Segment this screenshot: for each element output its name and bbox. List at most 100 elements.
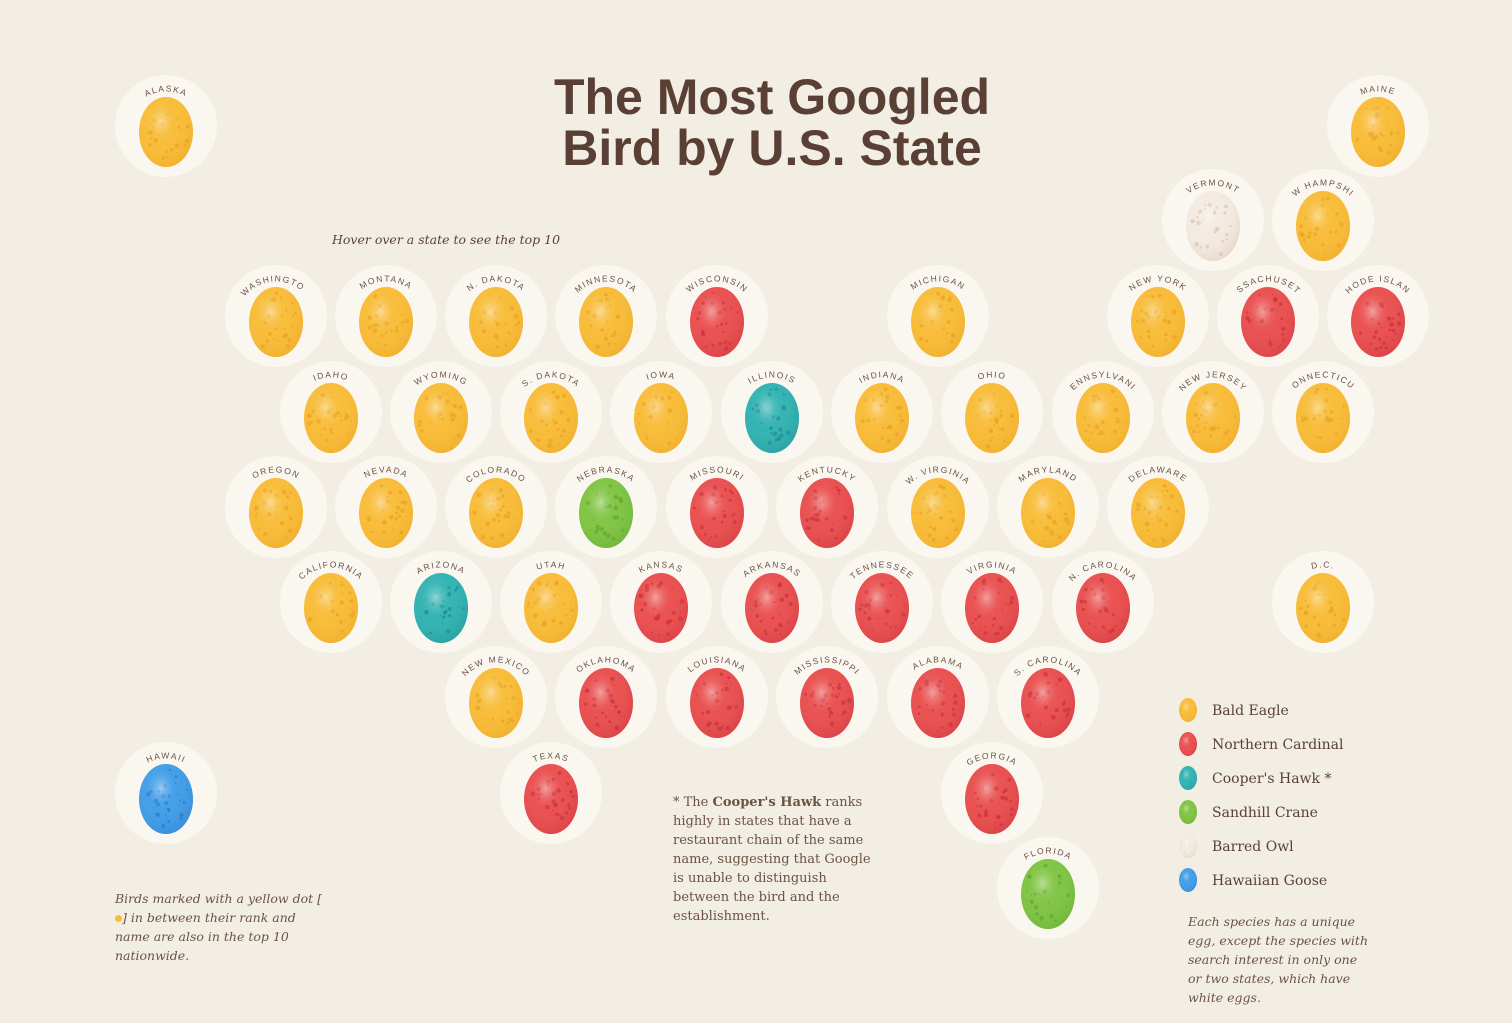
state-tile[interactable]: ILLINOIS <box>721 361 823 463</box>
state-tile[interactable]: MAINE <box>1327 75 1429 177</box>
state-tile[interactable]: NEW YORK <box>1107 265 1209 367</box>
legend-item: Bald Eagle <box>1179 698 1289 722</box>
egg-shade <box>965 573 1019 643</box>
state-tile[interactable]: MINNESOTA <box>555 265 657 367</box>
state-tile[interactable]: MONTANA <box>335 265 437 367</box>
state-tile[interactable]: MICHIGAN <box>887 265 989 367</box>
egg-shade <box>634 573 688 643</box>
egg-shade <box>304 383 358 453</box>
egg-shade <box>1179 766 1197 790</box>
state-tile[interactable]: INDIANA <box>831 361 933 463</box>
state-tile[interactable]: NEW JERSEY <box>1162 361 1264 463</box>
state-tile[interactable]: OKLAHOMA <box>555 646 657 748</box>
state-label: IDAHO <box>312 369 349 383</box>
egg-shade <box>745 573 799 643</box>
state-tile[interactable]: D.C. <box>1272 551 1374 653</box>
state-tile[interactable]: OHIO <box>941 361 1043 463</box>
egg <box>690 668 744 738</box>
state-label: KANSAS <box>637 559 684 574</box>
state-tile[interactable]: W. VIRGINIA <box>887 456 989 558</box>
state-tile[interactable]: MISSOURI <box>666 456 768 558</box>
state-tile[interactable]: ALASKA <box>115 75 217 177</box>
egg-shade <box>1021 478 1075 548</box>
svg-text:NEVADA: NEVADA <box>362 464 410 479</box>
state-tile[interactable]: TENNESSEE <box>831 551 933 653</box>
egg <box>690 478 744 548</box>
egg <box>579 478 633 548</box>
egg <box>1186 191 1240 261</box>
state-tile[interactable]: ALABAMA <box>887 646 989 748</box>
state-tile[interactable]: WYOMING <box>390 361 492 463</box>
egg-shade <box>800 668 854 738</box>
egg <box>524 573 578 643</box>
state-tile[interactable]: GEORGIA <box>941 742 1043 844</box>
egg-shade <box>855 383 909 453</box>
egg-shade <box>911 287 965 357</box>
state-tile[interactable]: NEW MEXICO <box>445 646 547 748</box>
state-tile[interactable]: VERMONT <box>1162 169 1264 271</box>
legend-label: Barred Owl <box>1212 839 1294 855</box>
egg-shade <box>139 764 193 834</box>
state-tile[interactable]: DELAWARE <box>1107 456 1209 558</box>
state-tile[interactable]: IDAHO <box>280 361 382 463</box>
state-tile[interactable]: WISCONSIN <box>666 265 768 367</box>
egg <box>1021 478 1075 548</box>
legend-label: Hawaiian Goose <box>1212 873 1327 889</box>
egg-shade <box>1351 287 1405 357</box>
note-text: * The <box>673 795 709 810</box>
state-tile[interactable]: UTAH <box>500 551 602 653</box>
egg <box>855 383 909 453</box>
svg-text:IOWA: IOWA <box>645 369 677 381</box>
state-label: HAWAII <box>145 750 187 764</box>
state-tile[interactable]: CALIFORNIA <box>280 551 382 653</box>
egg <box>1351 97 1405 167</box>
state-tile[interactable]: N. CAROLINA <box>1052 551 1154 653</box>
state-tile[interactable]: FLORIDA <box>997 837 1099 939</box>
state-tile[interactable]: HAWAII <box>115 742 217 844</box>
legend-label: Sandhill Crane <box>1212 805 1318 821</box>
legend-item: Sandhill Crane <box>1179 800 1318 824</box>
egg <box>524 383 578 453</box>
legend-item: Hawaiian Goose <box>1179 868 1327 892</box>
state-tile[interactable]: MARYLAND <box>997 456 1099 558</box>
egg <box>965 573 1019 643</box>
legend-label: Cooper's Hawk * <box>1212 771 1331 787</box>
egg-shade <box>911 478 965 548</box>
egg-shade <box>359 478 413 548</box>
state-tile[interactable]: NEBRASKA <box>555 456 657 558</box>
egg <box>1179 766 1197 790</box>
state-tile[interactable]: KANSAS <box>610 551 712 653</box>
state-tile[interactable]: WASHINGTON <box>0 0 327 367</box>
state-tile[interactable]: IOWA <box>610 361 712 463</box>
state-tile[interactable]: KENTUCKY <box>776 456 878 558</box>
state-tile[interactable]: ARKANSAS <box>721 551 823 653</box>
note-text: Birds marked with a yellow dot [ <box>115 891 323 906</box>
egg-shade <box>800 478 854 548</box>
state-tile[interactable]: NEVADA <box>335 456 437 558</box>
egg <box>965 383 1019 453</box>
state-tile[interactable]: ARIZONA <box>390 551 492 653</box>
state-tile[interactable]: N. DAKOTA <box>445 265 547 367</box>
egg <box>745 573 799 643</box>
state-tile[interactable]: TEXAS <box>500 742 602 844</box>
state-tile[interactable]: COLORADO <box>445 456 547 558</box>
egg <box>1179 800 1197 824</box>
state-tile[interactable]: LOUISIANA <box>666 646 768 748</box>
state-tile[interactable]: OREGON <box>225 456 327 558</box>
state-tile[interactable]: S. DAKOTA <box>500 361 602 463</box>
egg-shade <box>690 287 744 357</box>
egg <box>1296 191 1350 261</box>
state-tile[interactable]: S. CAROLINA <box>997 646 1099 748</box>
egg-shade <box>469 287 523 357</box>
egg <box>359 478 413 548</box>
egg-shade <box>524 383 578 453</box>
egg-shade <box>359 287 413 357</box>
egg <box>359 287 413 357</box>
egg <box>1076 573 1130 643</box>
title-line: Bird by U.S. State <box>562 120 982 176</box>
state-tile[interactable]: MISSISSIPPI <box>776 646 878 748</box>
state-tile[interactable]: VIRGINIA <box>941 551 1043 653</box>
legend-item: Barred Owl <box>1179 834 1294 858</box>
